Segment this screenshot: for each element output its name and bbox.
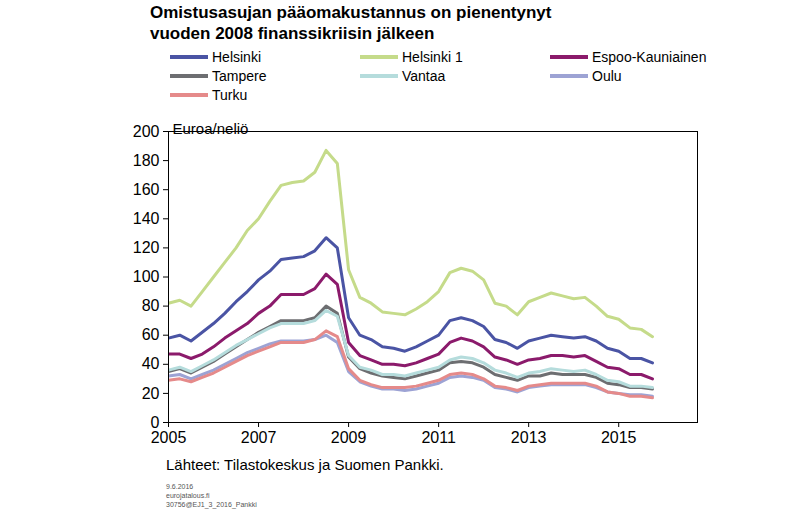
svg-text:2009: 2009 bbox=[331, 429, 367, 446]
svg-text:140: 140 bbox=[133, 210, 160, 227]
svg-text:2005: 2005 bbox=[151, 429, 187, 446]
svg-text:120: 120 bbox=[133, 239, 160, 256]
svg-text:2015: 2015 bbox=[601, 429, 637, 446]
html-text:Omistusasujan pääomakustannus: Omistusasujan pääomakustannus on pienent… bbox=[150, 3, 552, 43]
svg-text:200: 200 bbox=[133, 123, 160, 140]
svg-text:60: 60 bbox=[142, 326, 160, 343]
html-text:Helsinki: Helsinki bbox=[212, 48, 261, 65]
svg-text:0: 0 bbox=[150, 413, 160, 431]
html-text:Vantaa: Vantaa bbox=[402, 67, 446, 84]
svg-text:40: 40 bbox=[142, 355, 160, 372]
svg-text:160: 160 bbox=[133, 181, 160, 198]
html-text:Tampere: Tampere bbox=[212, 67, 267, 84]
html-text:Lähteet: Tilastokeskus ja Suom: Lähteet: Tilastokeskus ja Suomen Pankki. bbox=[166, 456, 444, 473]
svg-text:180: 180 bbox=[133, 152, 160, 169]
svg-text:2013: 2013 bbox=[511, 429, 547, 446]
svg-text:100: 100 bbox=[133, 268, 160, 285]
html-text:Oulu: Oulu bbox=[592, 67, 622, 84]
svg-text:2007: 2007 bbox=[241, 429, 277, 446]
svg-text:20: 20 bbox=[142, 385, 160, 402]
html-text:Helsinki 1: Helsinki 1 bbox=[402, 48, 463, 65]
html-text:Turku: Turku bbox=[212, 86, 248, 103]
svg-text:80: 80 bbox=[142, 297, 160, 314]
svg-text:Euroa/neliö: Euroa/neliö bbox=[173, 120, 249, 137]
html-text:Espoo-Kauniainen: Espoo-Kauniainen bbox=[592, 48, 707, 65]
html-text:9.6.2016 eurojatalous.fi 30756: 9.6.2016 eurojatalous.fi 30756@EJ1_3_201… bbox=[166, 483, 257, 508]
svg-text:2011: 2011 bbox=[421, 429, 456, 446]
